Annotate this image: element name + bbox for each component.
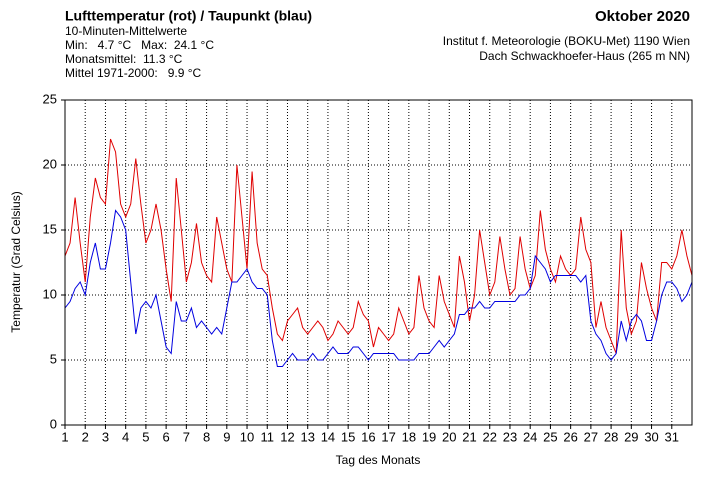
y-tick-label: 0	[50, 416, 57, 431]
x-tick-label: 17	[381, 429, 395, 444]
y-tick-label: 15	[43, 221, 57, 236]
x-axis-label: Tag des Monats	[336, 453, 421, 467]
x-tick-label: 26	[563, 429, 577, 444]
x-tick-label: 24	[523, 429, 537, 444]
x-tick-label: 14	[321, 429, 335, 444]
x-tick-label: 27	[584, 429, 598, 444]
x-tick-label: 1	[61, 429, 68, 444]
stats-line: Mittel 1971-2000: 9.9 °C	[65, 66, 202, 80]
chart-subtitle: 10-Minuten-Mittelwerte	[65, 24, 187, 38]
series-line	[64, 138, 693, 354]
series-line	[64, 209, 693, 367]
x-tick-label: 13	[300, 429, 314, 444]
x-tick-label: 31	[665, 429, 679, 444]
x-tick-label: 23	[503, 429, 517, 444]
x-tick-label: 28	[604, 429, 618, 444]
x-tick-label: 30	[644, 429, 658, 444]
x-tick-label: 4	[122, 429, 129, 444]
y-tick-label: 5	[50, 351, 57, 366]
y-tick-label: 10	[43, 286, 57, 301]
x-tick-label: 15	[341, 429, 355, 444]
x-tick-label: 29	[624, 429, 638, 444]
x-tick-label: 5	[142, 429, 149, 444]
x-tick-label: 10	[240, 429, 254, 444]
x-tick-label: 25	[543, 429, 557, 444]
x-tick-label: 18	[402, 429, 416, 444]
x-tick-label: 22	[483, 429, 497, 444]
x-tick-label: 6	[163, 429, 170, 444]
y-tick-label: 20	[43, 156, 57, 171]
x-tick-label: 16	[361, 429, 375, 444]
source: Dach Schwackhoefer-Haus (265 m NN)	[479, 49, 690, 63]
x-tick-label: 12	[280, 429, 294, 444]
chart-title: Lufttemperatur (rot) / Taupunkt (blau)	[65, 8, 312, 24]
x-tick-label: 19	[422, 429, 436, 444]
x-tick-label: 2	[82, 429, 89, 444]
period: Oktober 2020	[595, 8, 690, 25]
x-tick-label: 11	[261, 429, 275, 444]
source: Institut f. Meteorologie (BOKU-Met) 1190…	[443, 34, 690, 48]
x-tick-label: 9	[223, 429, 230, 444]
y-tick-label: 25	[43, 91, 57, 106]
plot-frame	[64, 99, 693, 426]
y-axis-label: Temperatur (Grad Celsius)	[9, 191, 23, 332]
x-tick-label: 20	[442, 429, 456, 444]
stats-line: Min: 4.7 °C Max: 24.1 °C	[65, 38, 214, 52]
x-tick-label: 8	[203, 429, 210, 444]
x-tick-label: 21	[462, 429, 476, 444]
x-tick-label: 7	[183, 429, 190, 444]
stats-line: Monatsmittel: 11.3 °C	[65, 52, 183, 66]
x-tick-label: 3	[102, 429, 109, 444]
